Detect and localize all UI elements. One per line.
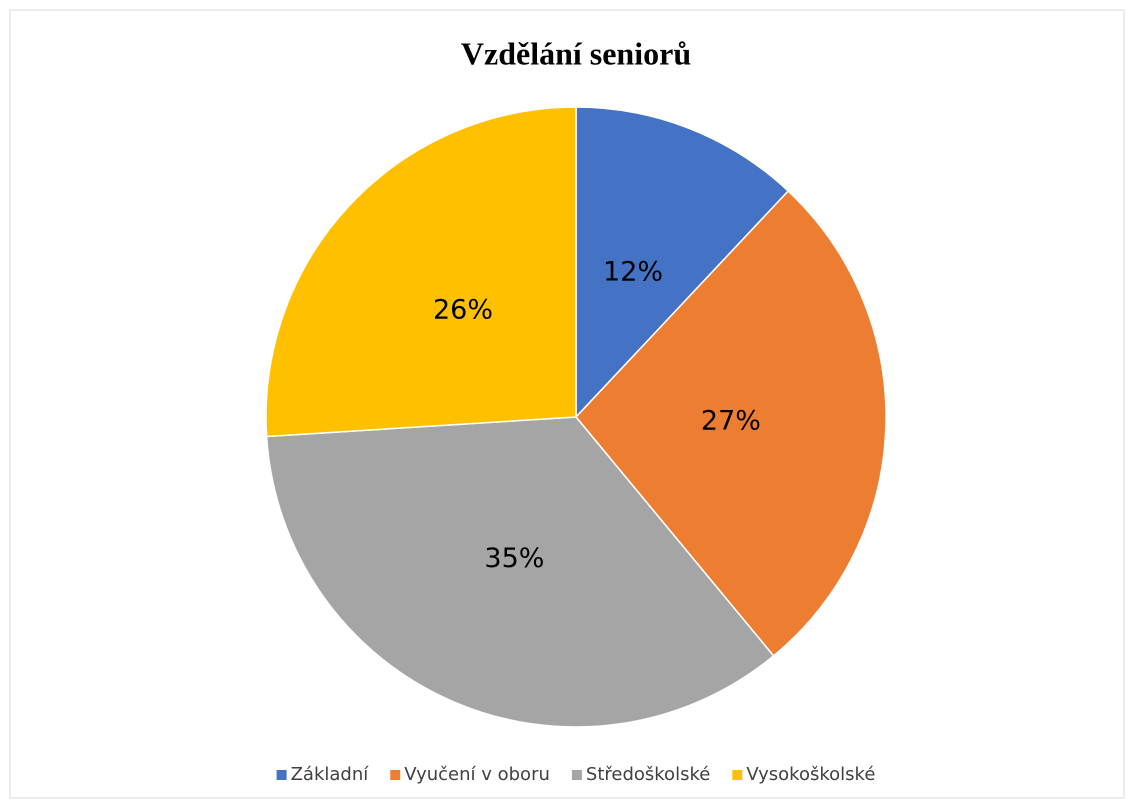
pie: 12% 27% 35% 26% <box>265 106 887 728</box>
legend-swatch <box>571 770 582 780</box>
legend: Základní Vyučení v oboru Středoškolské Vyso… <box>276 764 875 785</box>
data-label: 26% <box>433 294 493 325</box>
pie-slice <box>265 416 775 728</box>
legend-swatch <box>732 770 743 780</box>
pie-slice <box>575 189 887 657</box>
data-label: 35% <box>484 543 544 574</box>
legend-label: Středoškolské <box>586 764 710 785</box>
legend-label: Vysokoškolské <box>746 764 875 785</box>
legend-label: Vyučení v oboru <box>404 764 550 785</box>
pie-slice <box>575 106 790 419</box>
pie-slice <box>265 106 577 438</box>
legend-swatch <box>390 770 401 780</box>
data-label: 12% <box>603 256 663 287</box>
legend-label: Základní <box>291 764 370 785</box>
legend-swatch <box>276 770 287 780</box>
chart-title: Vzdělání seniorů <box>461 35 691 71</box>
data-label: 27% <box>701 405 761 436</box>
